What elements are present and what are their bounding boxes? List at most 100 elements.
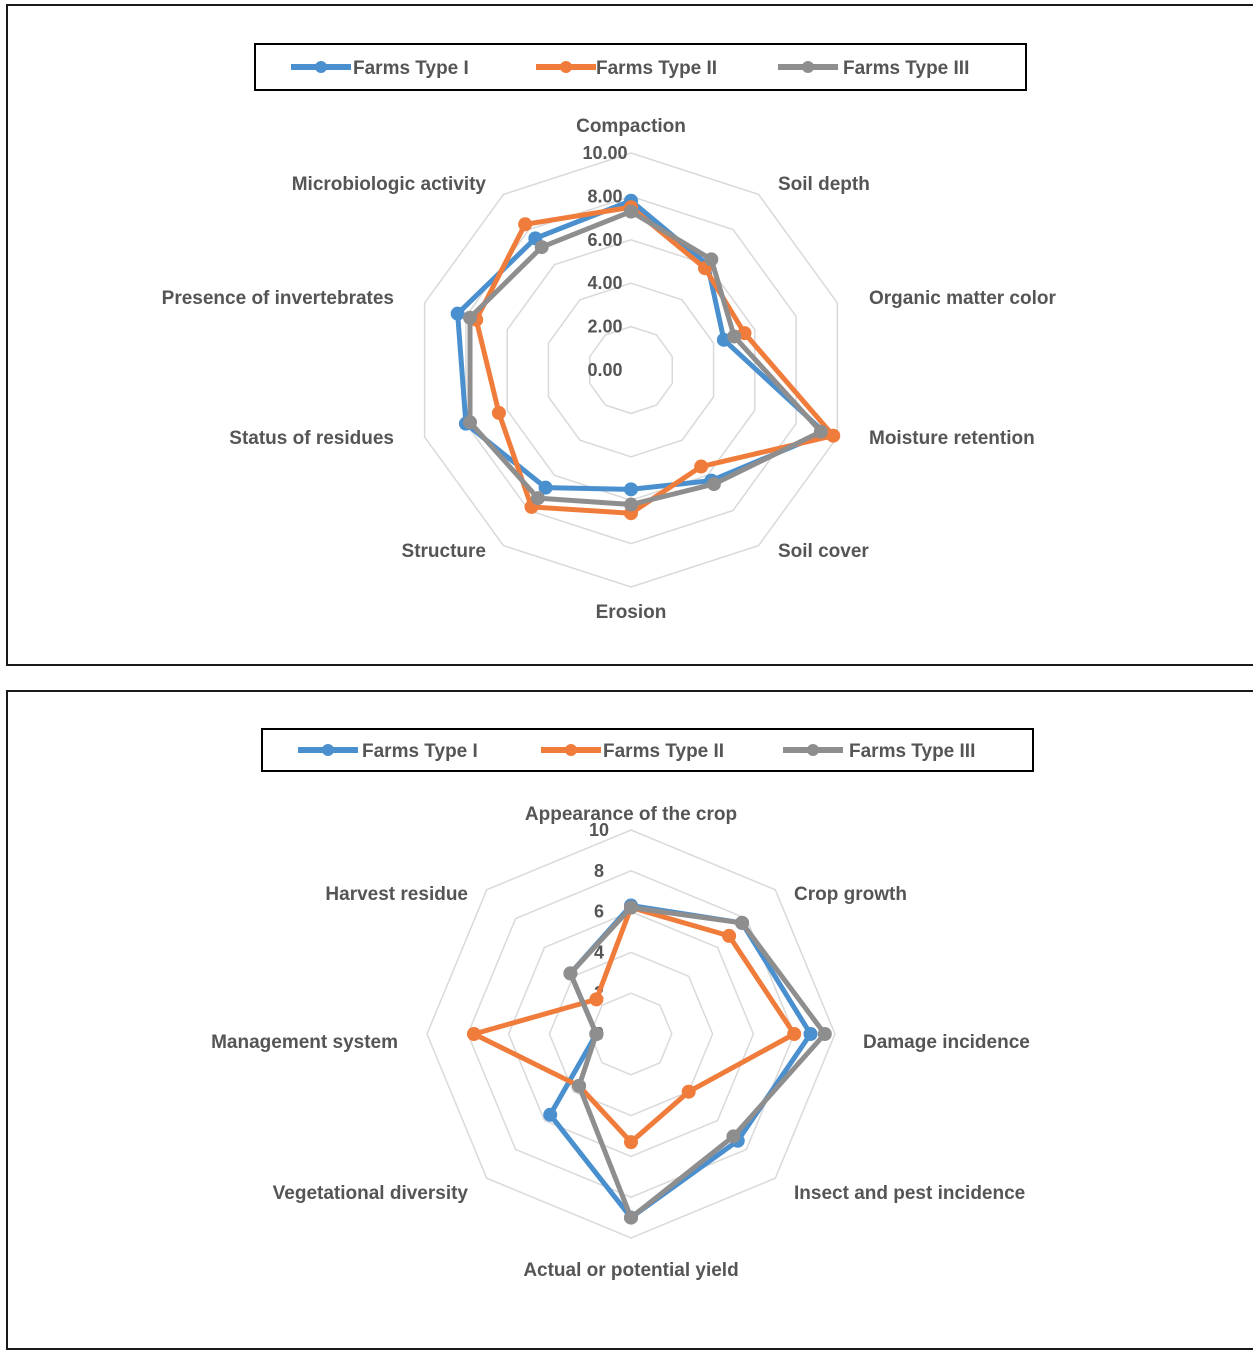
tick-label: 8 — [594, 861, 604, 881]
data-point — [726, 1129, 741, 1144]
legend-label: Farms Type III — [849, 741, 975, 762]
category-label: Microbiologic activity — [292, 174, 487, 195]
grid-ring — [548, 951, 714, 1117]
series-3 — [463, 204, 828, 512]
category-label: Damage incidence — [863, 1032, 1030, 1053]
data-point — [463, 310, 478, 325]
legend: Farms Type I Farms Type II Farms Type III — [261, 728, 1034, 772]
data-point — [735, 915, 750, 930]
series-3 — [563, 900, 832, 1225]
legend-box — [254, 43, 1027, 91]
data-point — [518, 217, 533, 232]
data-point — [727, 329, 742, 344]
category-labels: Appearance of the crop Crop growth Damage … — [211, 804, 1030, 1281]
data-point — [624, 204, 638, 219]
data-point — [589, 992, 604, 1007]
grid-ring — [426, 829, 836, 1239]
tick-label: 4 — [594, 942, 604, 962]
data-point — [803, 1027, 818, 1041]
data-point — [543, 1107, 558, 1122]
legend-marker — [560, 61, 572, 73]
data-point — [624, 900, 638, 915]
category-label: Structure — [402, 541, 486, 562]
data-point — [589, 1027, 604, 1041]
legend-label: Farms Type III — [843, 58, 969, 79]
legend-item: Farms Type II — [541, 741, 724, 762]
data-point — [534, 240, 549, 255]
data-point — [463, 415, 478, 430]
data-point — [572, 1078, 587, 1093]
data-point — [624, 497, 638, 512]
data-point — [817, 1027, 832, 1041]
tick-label: 2.00 — [587, 317, 622, 337]
data-point — [624, 1135, 638, 1150]
data-point — [624, 1210, 638, 1225]
grid-ring — [507, 910, 755, 1158]
tick-label: 0.00 — [587, 360, 622, 380]
legend: Farms Type I Farms Type II Farms Type III — [254, 43, 1027, 91]
data-point — [563, 966, 578, 981]
category-label: Moisture retention — [869, 428, 1035, 449]
legend-item: Farms Type II — [536, 58, 717, 79]
data-point — [813, 424, 828, 439]
tick-labels: 0.00 2.00 4.00 6.00 8.00 10.00 — [582, 143, 627, 380]
data-point — [704, 252, 719, 267]
category-label: Harvest residue — [325, 884, 468, 905]
grid-ring — [423, 152, 839, 588]
data-point — [530, 491, 545, 506]
radar-chart-svg: Farms Type I Farms Type II Farms Type III 0… — [162, 43, 1057, 623]
category-label: Presence of invertebrates — [162, 288, 394, 309]
category-label: Erosion — [596, 602, 667, 623]
category-label: Soil depth — [778, 174, 870, 195]
legend-label: Farms Type I — [362, 741, 478, 762]
category-label: Status of residues — [229, 428, 394, 449]
legend-label: Farms Type II — [603, 741, 724, 762]
data-point — [681, 1084, 696, 1099]
legend-label: Farms Type II — [596, 58, 717, 79]
tick-label: 6.00 — [587, 230, 622, 250]
data-point — [706, 477, 721, 492]
category-label: Vegetational diversity — [273, 1183, 469, 1204]
tick-label: 10 — [589, 820, 609, 840]
series-line — [473, 204, 836, 516]
data-point — [491, 405, 506, 420]
grid-ring — [589, 992, 673, 1076]
series-line — [471, 905, 797, 1145]
tick-label: 6 — [594, 902, 604, 922]
category-label: Crop growth — [794, 884, 907, 905]
category-label: Organic matter color — [869, 288, 1056, 309]
data-point — [538, 480, 553, 495]
tick-label: 4.00 — [587, 273, 622, 293]
legend-item: Farms Type III — [778, 58, 969, 79]
legend-box — [261, 728, 1034, 772]
legend-item: Farms Type I — [298, 741, 478, 762]
tick-label: 8.00 — [587, 186, 622, 206]
grid-ring — [588, 325, 674, 415]
category-label: Management system — [211, 1032, 398, 1053]
data-point — [694, 459, 709, 474]
data-point — [466, 1027, 481, 1041]
grid-ring — [547, 282, 715, 458]
category-label: Insect and pest incidence — [794, 1183, 1025, 1204]
radar-grid — [426, 829, 836, 1239]
category-label: Actual or potential yield — [523, 1260, 738, 1281]
legend-marker — [802, 61, 814, 73]
data-point — [450, 306, 465, 321]
legend-item: Farms Type III — [783, 741, 975, 762]
data-point — [826, 428, 841, 443]
category-label: Compaction — [576, 116, 686, 137]
tick-label: 10.00 — [582, 143, 627, 163]
data-point — [624, 482, 638, 497]
legend-marker — [315, 61, 327, 73]
data-point — [787, 1027, 802, 1041]
legend-marker — [565, 744, 577, 756]
category-label: Appearance of the crop — [525, 804, 737, 825]
soil-quality-radar-chart: Farms Type I Farms Type II Farms Type III 0… — [6, 4, 1253, 666]
legend-label: Farms Type I — [353, 58, 469, 79]
data-point — [722, 928, 737, 943]
legend-item: Farms Type I — [291, 58, 469, 79]
legend-marker — [807, 744, 819, 756]
category-labels: Compaction Soil depth Organic matter color… — [162, 116, 1057, 623]
